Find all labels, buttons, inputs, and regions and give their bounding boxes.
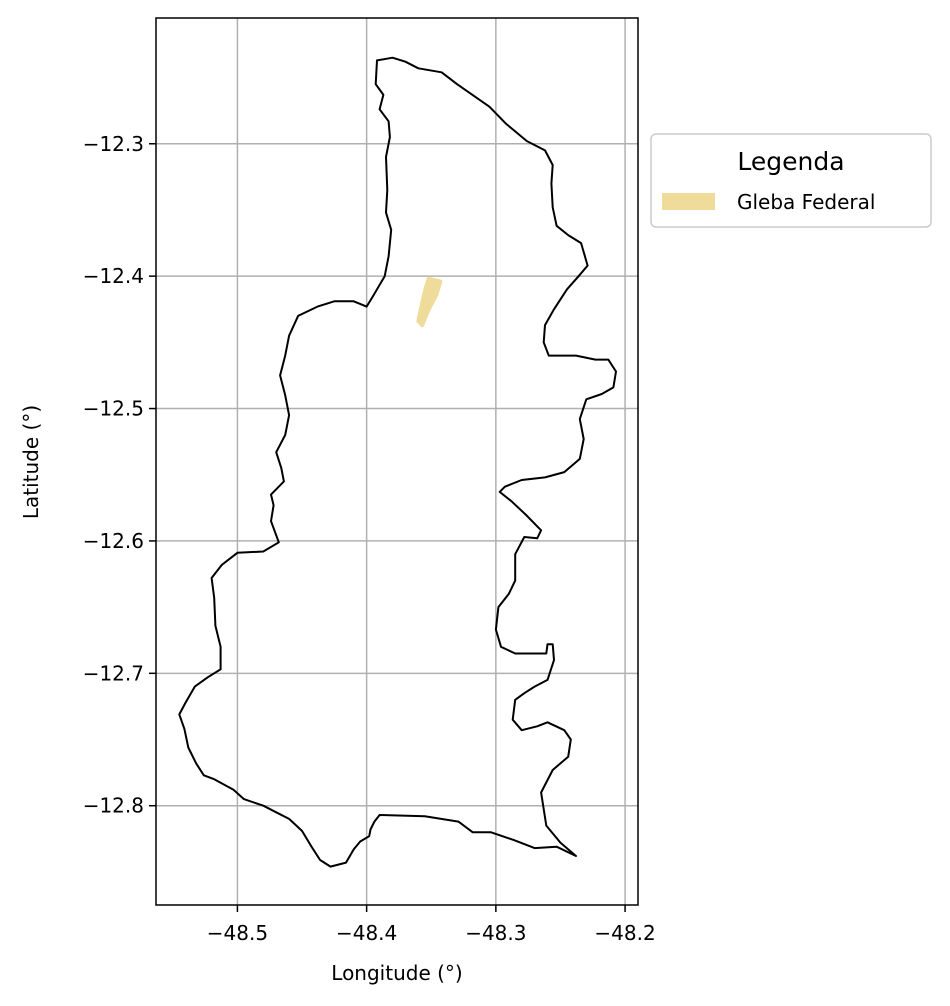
x-tick-label: −48.3 xyxy=(465,921,526,945)
x-tick-label: −48.2 xyxy=(594,921,655,945)
y-tick-label: −12.5 xyxy=(83,397,144,421)
legend-title: Legenda xyxy=(737,147,844,176)
x-tick-label: −48.5 xyxy=(207,921,268,945)
y-tick-label: −12.4 xyxy=(83,264,144,288)
y-tick-label: −12.3 xyxy=(83,132,144,156)
y-tick-label: −12.8 xyxy=(83,794,144,818)
x-tick-label: −48.4 xyxy=(336,921,397,945)
municipality-boundary xyxy=(178,56,617,868)
x-axis-label: Longitude (°) xyxy=(331,961,462,985)
y-tick-label: −12.6 xyxy=(83,529,144,553)
legend-swatch-gleba-federal xyxy=(662,193,715,210)
plot-area: −48.5 −48.4 −48.3 −48.2 −12.3−12.4−12.5−12.… xyxy=(83,17,656,945)
grid-lines xyxy=(156,18,638,905)
y-tick-label: −12.7 xyxy=(83,661,144,685)
y-axis-ticks: −12.3 −12.4 −12.5 −12.6 −12.7 −12.8 xyxy=(83,132,156,818)
legend-label-gleba-federal: Gleba Federal xyxy=(737,190,875,214)
legend: Legenda Gleba Federal xyxy=(650,133,932,228)
axes-frame xyxy=(155,17,639,906)
legend-box xyxy=(650,133,932,228)
x-axis-ticks: −48.5 −48.4 −48.3 −48.2 xyxy=(207,905,656,945)
gleba-federal-polygon xyxy=(416,276,443,328)
y-axis-label: Latitude (°) xyxy=(19,405,43,519)
